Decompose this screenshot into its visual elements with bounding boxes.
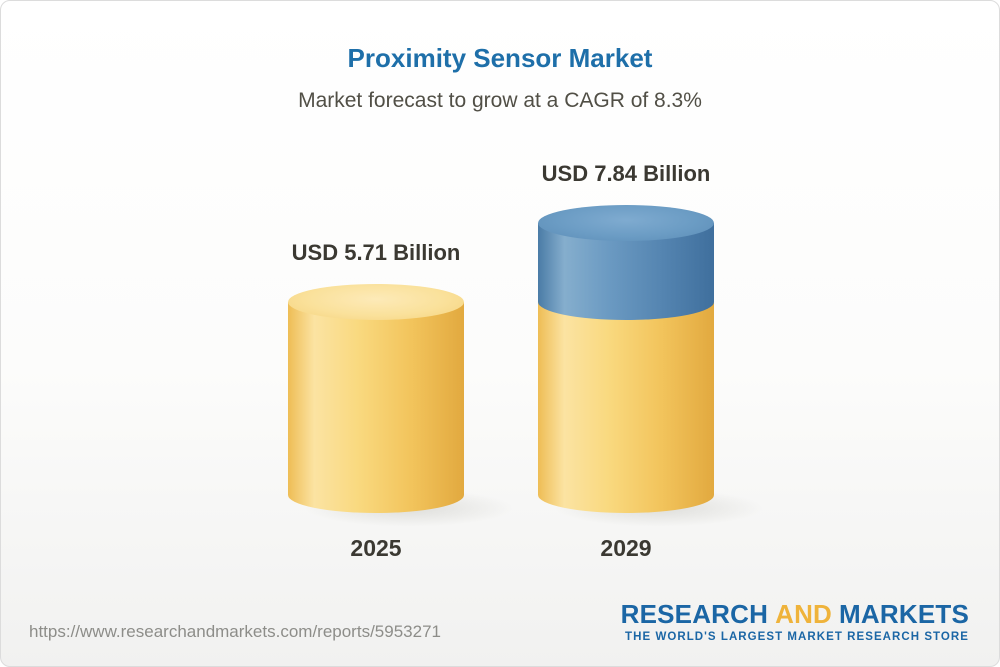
category-label-2025: 2025 — [350, 535, 402, 561]
brand-tagline: THE WORLD'S LARGEST MARKET RESEARCH STOR… — [625, 631, 969, 643]
category-label-2029: 2029 — [600, 535, 652, 561]
logo-word-markets: MARKETS — [839, 599, 969, 629]
bar-2029-cylinder-top — [538, 204, 714, 241]
bar-2025-cylinder — [288, 301, 464, 513]
brand-logo-wordmark: RESEARCH AND MARKETS — [621, 600, 969, 628]
value-label-2025: USD 5.71 Billion — [291, 239, 461, 265]
logo-word-research: RESEARCH — [620, 599, 769, 629]
value-label-2029: USD 7.84 Billion — [541, 160, 711, 186]
bar-2029-base-segment — [538, 301, 714, 513]
logo-word-and: AND — [775, 599, 833, 629]
chart-title: Proximity Sensor Market — [347, 43, 653, 73]
brand-logo: RESEARCH AND MARKETS THE WORLD'S LARGEST M… — [621, 600, 969, 643]
source-url: https://www.researchandmarkets.com/repor… — [29, 622, 441, 641]
bar-2025-cylinder-top — [288, 283, 464, 320]
chart-subtitle: Market forecast to grow at a CAGR of 8.3… — [298, 89, 702, 112]
